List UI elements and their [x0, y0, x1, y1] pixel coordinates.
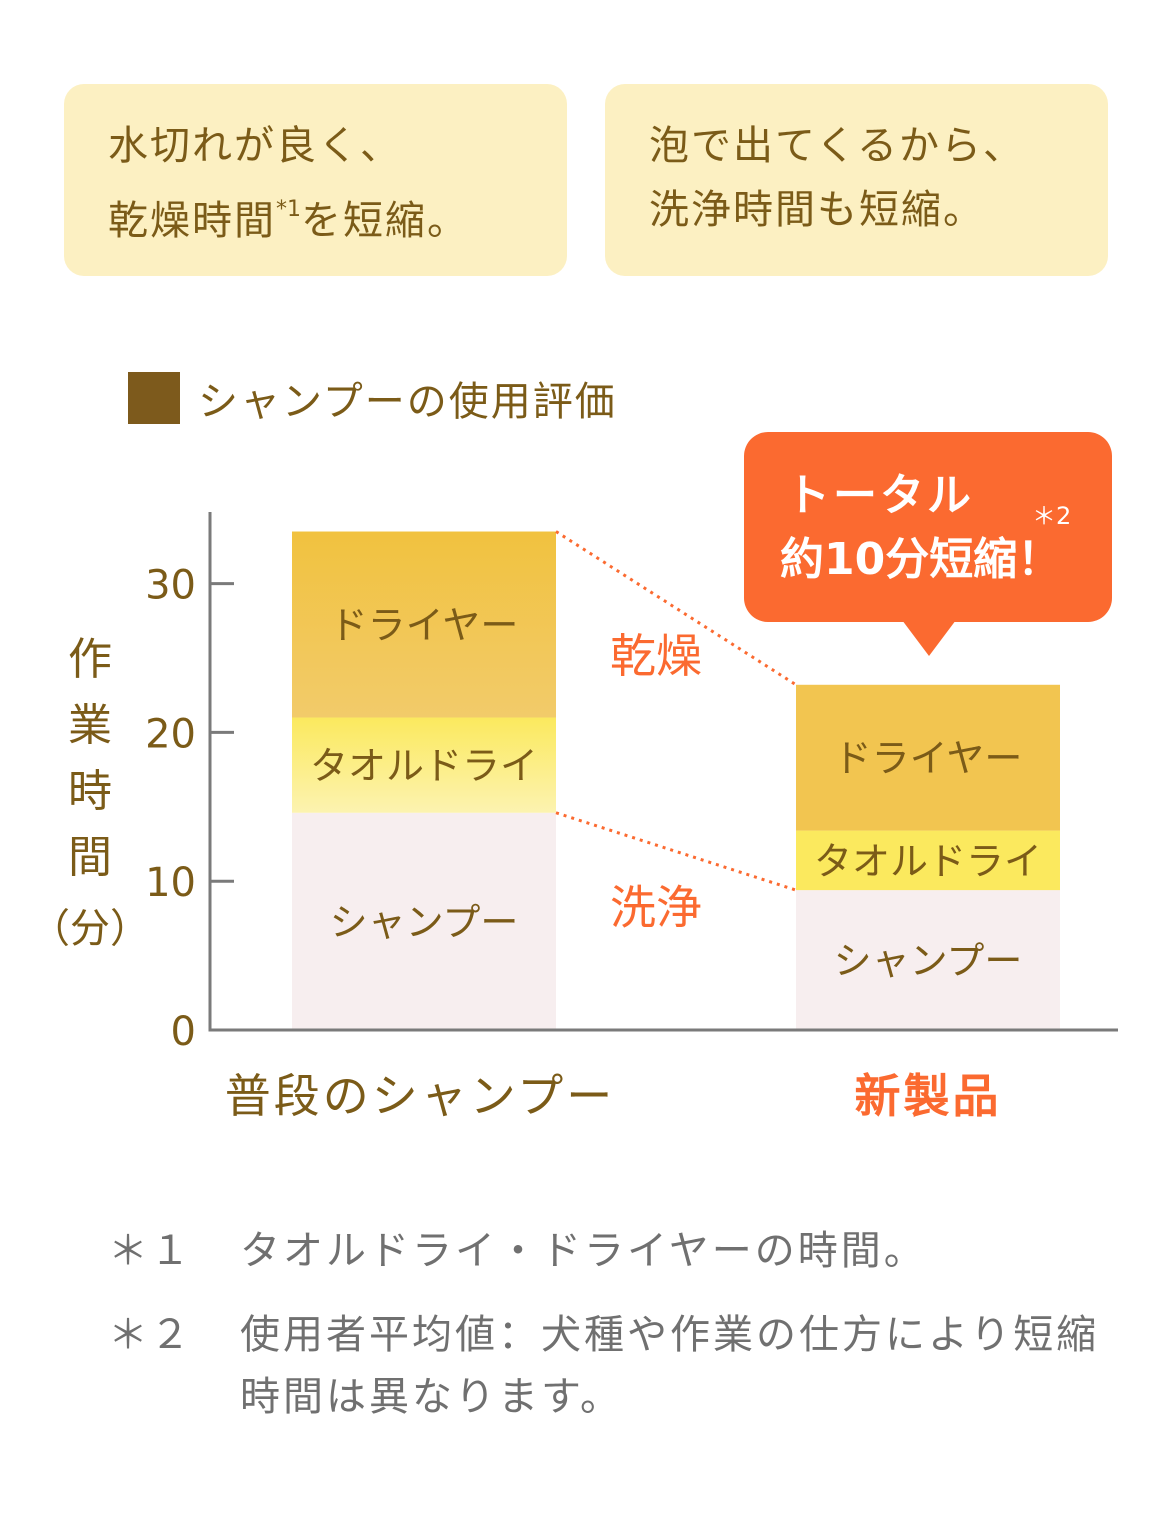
- y-tick-label: 10: [145, 860, 196, 906]
- segment-label: タオルドライ: [310, 744, 538, 788]
- footnote-text: タオルドライ・ドライヤーの時間。: [240, 1228, 927, 1274]
- card-line: 洗浄時間も短縮。: [649, 187, 985, 233]
- connector-line: [555, 811, 797, 892]
- card-line: 乾燥時間*1を短縮。: [108, 178, 567, 253]
- bar-segment: [292, 717, 556, 813]
- segment-label: シャンプー: [834, 939, 1023, 983]
- annotation-label: 洗浄: [610, 880, 702, 934]
- bar-segment: [292, 531, 556, 718]
- chart-heading-text: シャンプーの使用評価: [198, 379, 617, 425]
- y-tick-label: 0: [171, 1009, 196, 1055]
- card-text: 乾燥時間: [108, 198, 276, 244]
- bar-segment: [796, 684, 1060, 831]
- feature-card-drying: 水切れが良く、 乾燥時間*1を短縮。: [64, 84, 567, 276]
- chart-heading: シャンプーの使用評価: [128, 370, 617, 426]
- category-label: 新製品: [855, 1069, 1002, 1123]
- segment-label: タオルドライ: [814, 839, 1042, 883]
- y-axis-label-char: 時: [68, 766, 112, 817]
- segment-label: ドライヤー: [330, 604, 519, 648]
- category-label: 普段のシャンプー: [225, 1069, 616, 1123]
- bar-segment: [796, 890, 1060, 1030]
- callout-pointer: [902, 620, 956, 656]
- y-axis-label-char: 業: [68, 700, 112, 751]
- footnote-2: ＊２ 使用者平均値：犬種や作業の仕方により短縮時間は異なります。: [108, 1304, 1100, 1428]
- segment-label: ドライヤー: [834, 737, 1023, 781]
- square-icon: [128, 372, 180, 424]
- callout-note: ＊2: [1032, 502, 1071, 530]
- bar-segment: [796, 830, 1060, 891]
- y-tick-label: 30: [145, 563, 196, 609]
- bar-segment: [292, 812, 556, 1030]
- footnote-ref: *1: [276, 197, 301, 222]
- callout-line1: トータル: [786, 470, 974, 521]
- footnote-1: ＊１ タオルドライ・ドライヤーの時間。: [108, 1220, 1100, 1282]
- footnote-text: 使用者平均値：犬種や作業の仕方により短縮時間は異なります。: [240, 1312, 1100, 1420]
- footnote-mark: ＊１: [108, 1228, 192, 1274]
- callout-body: [744, 432, 1112, 622]
- feature-card-washing: 泡で出てくるから、 洗浄時間も短縮。: [605, 84, 1108, 276]
- card-text: を短縮。: [301, 198, 469, 244]
- card-line: 水切れが良く、: [108, 123, 402, 169]
- callout-line2: 約10分短縮！: [780, 534, 1061, 585]
- footnote-mark: ＊２: [108, 1312, 192, 1358]
- callout-bubble: トータル 約10分短縮！ ＊2: [744, 432, 1112, 656]
- y-axis-label-char: 間: [68, 832, 112, 883]
- y-axis-label-char: 作: [68, 634, 112, 685]
- y-axis-unit: （分）: [30, 906, 150, 952]
- y-tick-label: 20: [145, 711, 196, 757]
- card-line: 泡で出てくるから、: [649, 123, 1025, 169]
- footnotes: ＊１ タオルドライ・ドライヤーの時間。 ＊２ 使用者平均値：犬種や作業の仕方によ…: [108, 1220, 1100, 1450]
- segment-label: シャンプー: [330, 900, 519, 944]
- annotation-label: 乾燥: [610, 629, 702, 683]
